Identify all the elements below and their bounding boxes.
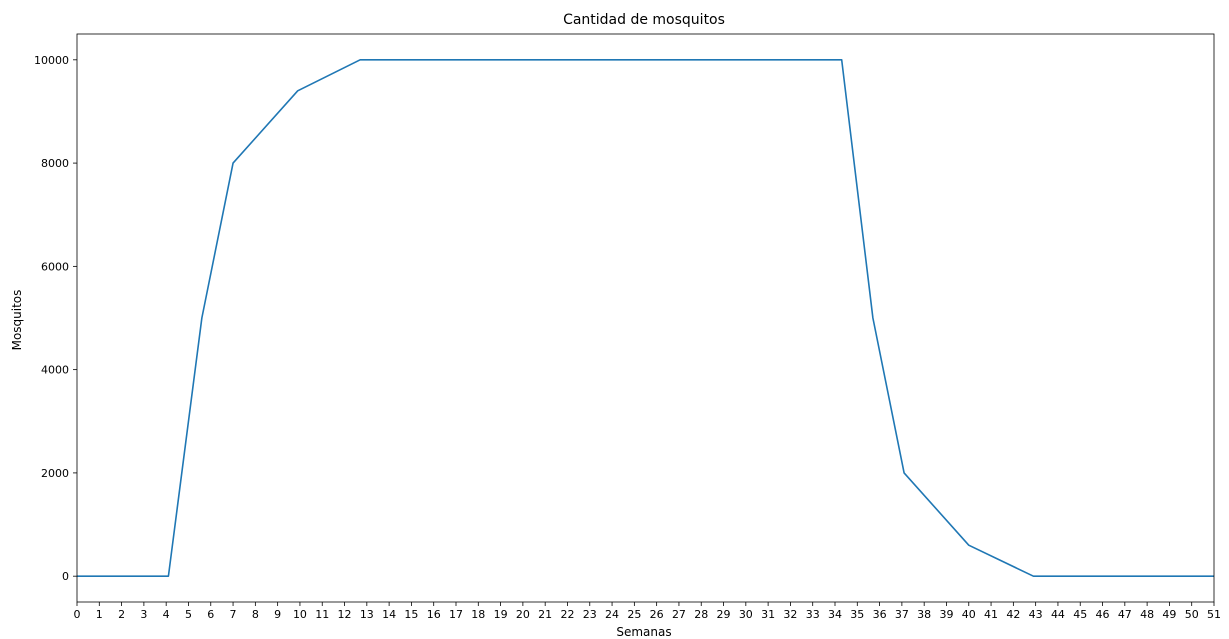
y-tick-label: 4000 — [41, 364, 69, 377]
y-axis-label: Mosquitos — [10, 290, 24, 351]
x-tick-label: 32 — [783, 608, 797, 621]
x-tick-label: 25 — [627, 608, 641, 621]
y-tick-label: 10000 — [34, 54, 69, 67]
x-axis-label: Semanas — [616, 625, 671, 639]
x-tick-label: 1 — [96, 608, 103, 621]
x-tick-label: 27 — [672, 608, 686, 621]
x-tick-label: 28 — [694, 608, 708, 621]
x-tick-label: 31 — [761, 608, 775, 621]
x-tick-label: 38 — [917, 608, 931, 621]
x-tick-label: 12 — [338, 608, 352, 621]
x-axis-ticks: 0 1 2 3 4 5 6 7 8 9 10 11 12 13 14 15 16 17 18 19 20 21 22 23 24… — [74, 602, 1221, 621]
x-tick-label: 17 — [449, 608, 463, 621]
x-tick-label: 43 — [1029, 608, 1043, 621]
x-tick-label: 11 — [315, 608, 329, 621]
x-tick-label: 6 — [207, 608, 214, 621]
x-tick-label: 4 — [163, 608, 170, 621]
x-tick-label: 19 — [494, 608, 508, 621]
series-line — [77, 59, 1214, 577]
x-tick-label: 50 — [1185, 608, 1199, 621]
x-tick-label: 24 — [605, 608, 619, 621]
x-tick-label: 47 — [1118, 608, 1132, 621]
x-tick-label: 0 — [74, 608, 81, 621]
x-tick-label: 44 — [1051, 608, 1065, 621]
x-tick-label: 35 — [850, 608, 864, 621]
x-tick-label: 36 — [873, 608, 887, 621]
plot-frame — [76, 33, 1215, 603]
x-tick-label: 37 — [895, 608, 909, 621]
x-tick-label: 18 — [471, 608, 485, 621]
x-tick-label: 41 — [984, 608, 998, 621]
x-tick-label: 33 — [806, 608, 820, 621]
x-tick-label: 34 — [828, 608, 842, 621]
chart-title: Cantidad de mosquitos — [563, 12, 725, 28]
x-tick-label: 39 — [939, 608, 953, 621]
x-tick-label: 8 — [252, 608, 259, 621]
y-tick-label: 2000 — [41, 467, 69, 480]
y-tick-label: 0 — [62, 570, 69, 583]
x-tick-label: 51 — [1207, 608, 1221, 621]
x-tick-label: 46 — [1096, 608, 1110, 621]
x-tick-label: 3 — [140, 608, 147, 621]
y-tick-label: 8000 — [41, 157, 69, 170]
x-tick-label: 2 — [118, 608, 125, 621]
plot-area — [77, 59, 1214, 577]
x-tick-label: 40 — [962, 608, 976, 621]
x-tick-label: 13 — [360, 608, 374, 621]
x-tick-label: 21 — [538, 608, 552, 621]
x-tick-label: 49 — [1162, 608, 1176, 621]
x-tick-label: 23 — [583, 608, 597, 621]
x-tick-label: 5 — [185, 608, 192, 621]
y-tick-label: 6000 — [41, 260, 69, 273]
x-tick-label: 9 — [274, 608, 281, 621]
x-tick-label: 15 — [404, 608, 418, 621]
x-tick-label: 10 — [293, 608, 307, 621]
x-tick-label: 20 — [516, 608, 530, 621]
x-tick-label: 45 — [1073, 608, 1087, 621]
x-tick-label: 26 — [650, 608, 664, 621]
x-tick-label: 48 — [1140, 608, 1154, 621]
y-axis-ticks: 0 2000 4000 6000 8000 10000 — [34, 54, 77, 583]
x-tick-label: 14 — [382, 608, 396, 621]
x-tick-label: 22 — [560, 608, 574, 621]
x-tick-label: 29 — [717, 608, 731, 621]
x-tick-label: 7 — [230, 608, 237, 621]
x-tick-label: 30 — [739, 608, 753, 621]
x-tick-label: 16 — [427, 608, 441, 621]
x-tick-label: 42 — [1006, 608, 1020, 621]
